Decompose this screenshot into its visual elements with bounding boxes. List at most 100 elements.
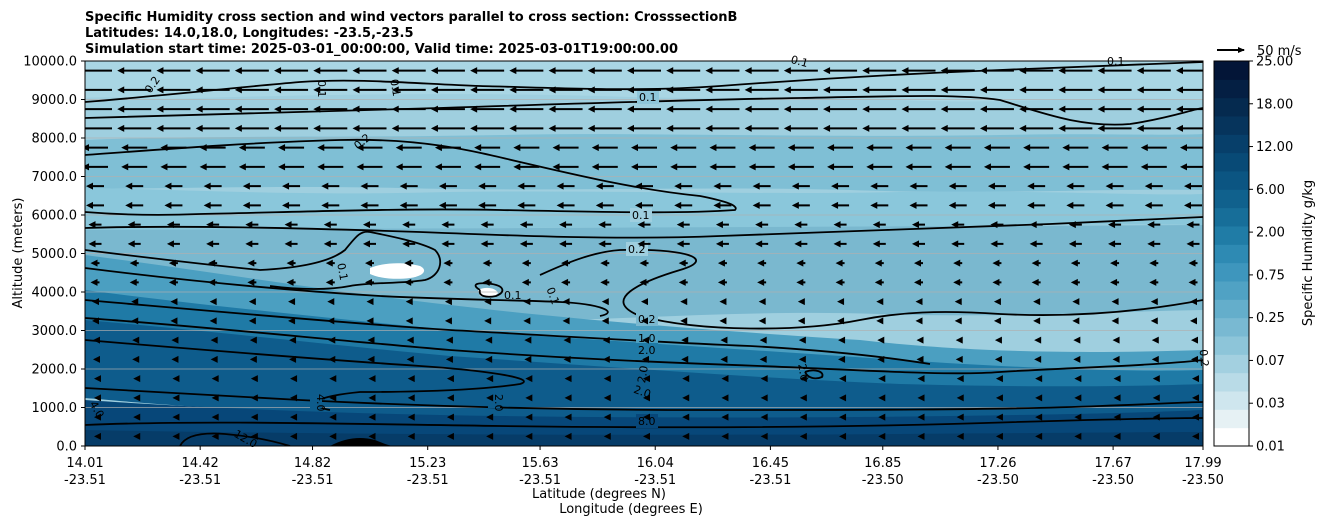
wind-vector [602, 355, 610, 363]
wind-vector [284, 240, 298, 248]
wind-vector [877, 355, 885, 363]
wind-vector [1074, 375, 1082, 383]
wind-vector [680, 298, 688, 306]
wind-vector [755, 221, 769, 229]
wind-vector [839, 375, 847, 383]
x-tick-label-lat: 14.01 [66, 456, 103, 471]
wind-vector [1058, 86, 1093, 94]
wind-vector [1019, 105, 1054, 113]
wind-vector [206, 240, 220, 248]
wind-vector [643, 432, 650, 440]
wind-vector [601, 317, 609, 325]
wind-vector [366, 298, 374, 306]
wind-vector [627, 86, 661, 94]
wind-vector [352, 67, 387, 75]
wind-vector [290, 375, 298, 383]
wind-vector [1192, 413, 1199, 421]
colorbar-band [1214, 262, 1249, 282]
wind-vector [195, 86, 230, 94]
wind-vector [720, 336, 728, 344]
wind-vector [247, 259, 257, 267]
wind-vector [482, 259, 492, 267]
wind-vector [631, 163, 657, 171]
wind-vector [474, 163, 501, 171]
wind-vector [678, 259, 688, 267]
wind-vector [513, 144, 540, 152]
wind-vector [641, 298, 648, 306]
wind-vector [1108, 221, 1122, 229]
wind-vector [445, 336, 453, 344]
wind-vector [1034, 355, 1042, 363]
wind-vector [839, 413, 847, 421]
wind-vector [470, 67, 505, 75]
wind-vector [1111, 298, 1119, 306]
wind-vector [1070, 278, 1080, 286]
x-tick-label-lat: 14.82 [294, 456, 331, 471]
wind-vector [399, 201, 418, 209]
wind-vector [521, 278, 531, 286]
wind-vector [878, 375, 886, 383]
wind-vector [127, 240, 141, 248]
wind-vector [637, 240, 651, 248]
wind-vector [391, 67, 426, 75]
wind-vector [85, 108, 112, 111]
wind-vector [587, 86, 622, 94]
wind-vector [211, 413, 219, 421]
wind-vector [407, 432, 415, 440]
wind-vector [876, 317, 884, 325]
wind-vector [719, 298, 727, 306]
wind-vector [132, 336, 140, 344]
wind-vector [1149, 259, 1159, 267]
wind-vector [799, 413, 807, 421]
wind-vector [992, 259, 1002, 267]
wind-vector [682, 413, 690, 421]
wind-vector [172, 375, 180, 383]
wind-vector [1136, 124, 1171, 132]
wind-vector [206, 221, 220, 229]
wind-vector [956, 394, 964, 402]
y-tick-label: 2000.0 [32, 363, 78, 378]
wind-vector [444, 317, 452, 325]
wind-vector [395, 144, 422, 152]
wind-vector [484, 298, 492, 306]
title-line-2: Latitudes: 14.0,18.0, Longitudes: -23.5,… [85, 26, 414, 41]
wind-vector [85, 69, 112, 72]
wind-vector [787, 144, 814, 152]
wind-vector [289, 355, 297, 363]
wind-vector [797, 298, 805, 306]
wind-vector [234, 86, 269, 94]
wind-vector [1072, 298, 1080, 306]
wind-vector [1113, 413, 1121, 421]
wind-vector [242, 201, 261, 209]
wind-vector [250, 394, 258, 402]
wind-vector [525, 432, 533, 440]
wind-vector [823, 105, 858, 113]
wind-vector [445, 355, 453, 363]
x-tick-label-lon: -23.51 [64, 473, 106, 488]
colorbar-band [1214, 244, 1249, 264]
wind-vector [289, 336, 297, 344]
wind-vector [956, 432, 964, 440]
wind-vector [1192, 394, 1199, 402]
wind-vector [587, 124, 622, 132]
wind-vector [313, 67, 348, 75]
wind-vector [643, 413, 650, 421]
wind-vector [719, 317, 727, 325]
wind-vector [360, 182, 379, 190]
wind-vector [438, 201, 457, 209]
wind-vector [862, 105, 897, 113]
wind-vector [1111, 317, 1119, 325]
wind-vector [639, 278, 649, 286]
wind-vector [757, 259, 767, 267]
wind-vector [1144, 201, 1163, 209]
wind-vector [131, 317, 139, 325]
wind-vector [992, 278, 1002, 286]
wind-vector [480, 240, 494, 248]
wind-vector [833, 240, 847, 248]
x-axis: 14.01 -23.51 14.42 -23.51 14.82 -23.51 15.23 -2… [64, 446, 1224, 488]
wind-vector [1097, 86, 1132, 94]
wind-vector [916, 355, 924, 363]
wind-vector [1035, 432, 1043, 440]
wind-vector [1152, 394, 1160, 402]
wind-vector [85, 88, 112, 91]
